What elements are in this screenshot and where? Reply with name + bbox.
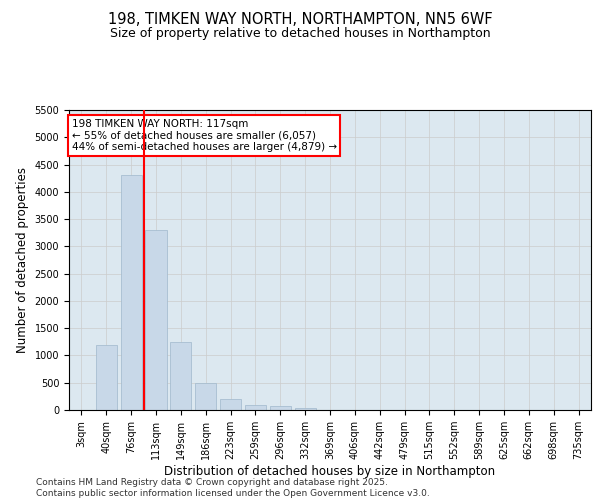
Text: Contains HM Land Registry data © Crown copyright and database right 2025.
Contai: Contains HM Land Registry data © Crown c… (36, 478, 430, 498)
Bar (170, 342, 191, 410)
Bar (245, 404, 266, 410)
Bar (295, 408, 316, 410)
Text: 198 TIMKEN WAY NORTH: 117sqm
← 55% of detached houses are smaller (6,057)
44% of: 198 TIMKEN WAY NORTH: 117sqm ← 55% of de… (71, 119, 337, 152)
Bar (220, 399, 241, 410)
Y-axis label: Number of detached properties: Number of detached properties (16, 167, 29, 353)
Bar (96, 344, 117, 410)
Text: Size of property relative to detached houses in Northampton: Size of property relative to detached ho… (110, 28, 490, 40)
Bar (270, 406, 291, 410)
Text: 198, TIMKEN WAY NORTH, NORTHAMPTON, NN5 6WF: 198, TIMKEN WAY NORTH, NORTHAMPTON, NN5 … (107, 12, 493, 28)
Bar (121, 176, 142, 410)
X-axis label: Distribution of detached houses by size in Northampton: Distribution of detached houses by size … (164, 465, 496, 478)
Bar (195, 382, 216, 410)
Bar (145, 230, 167, 410)
